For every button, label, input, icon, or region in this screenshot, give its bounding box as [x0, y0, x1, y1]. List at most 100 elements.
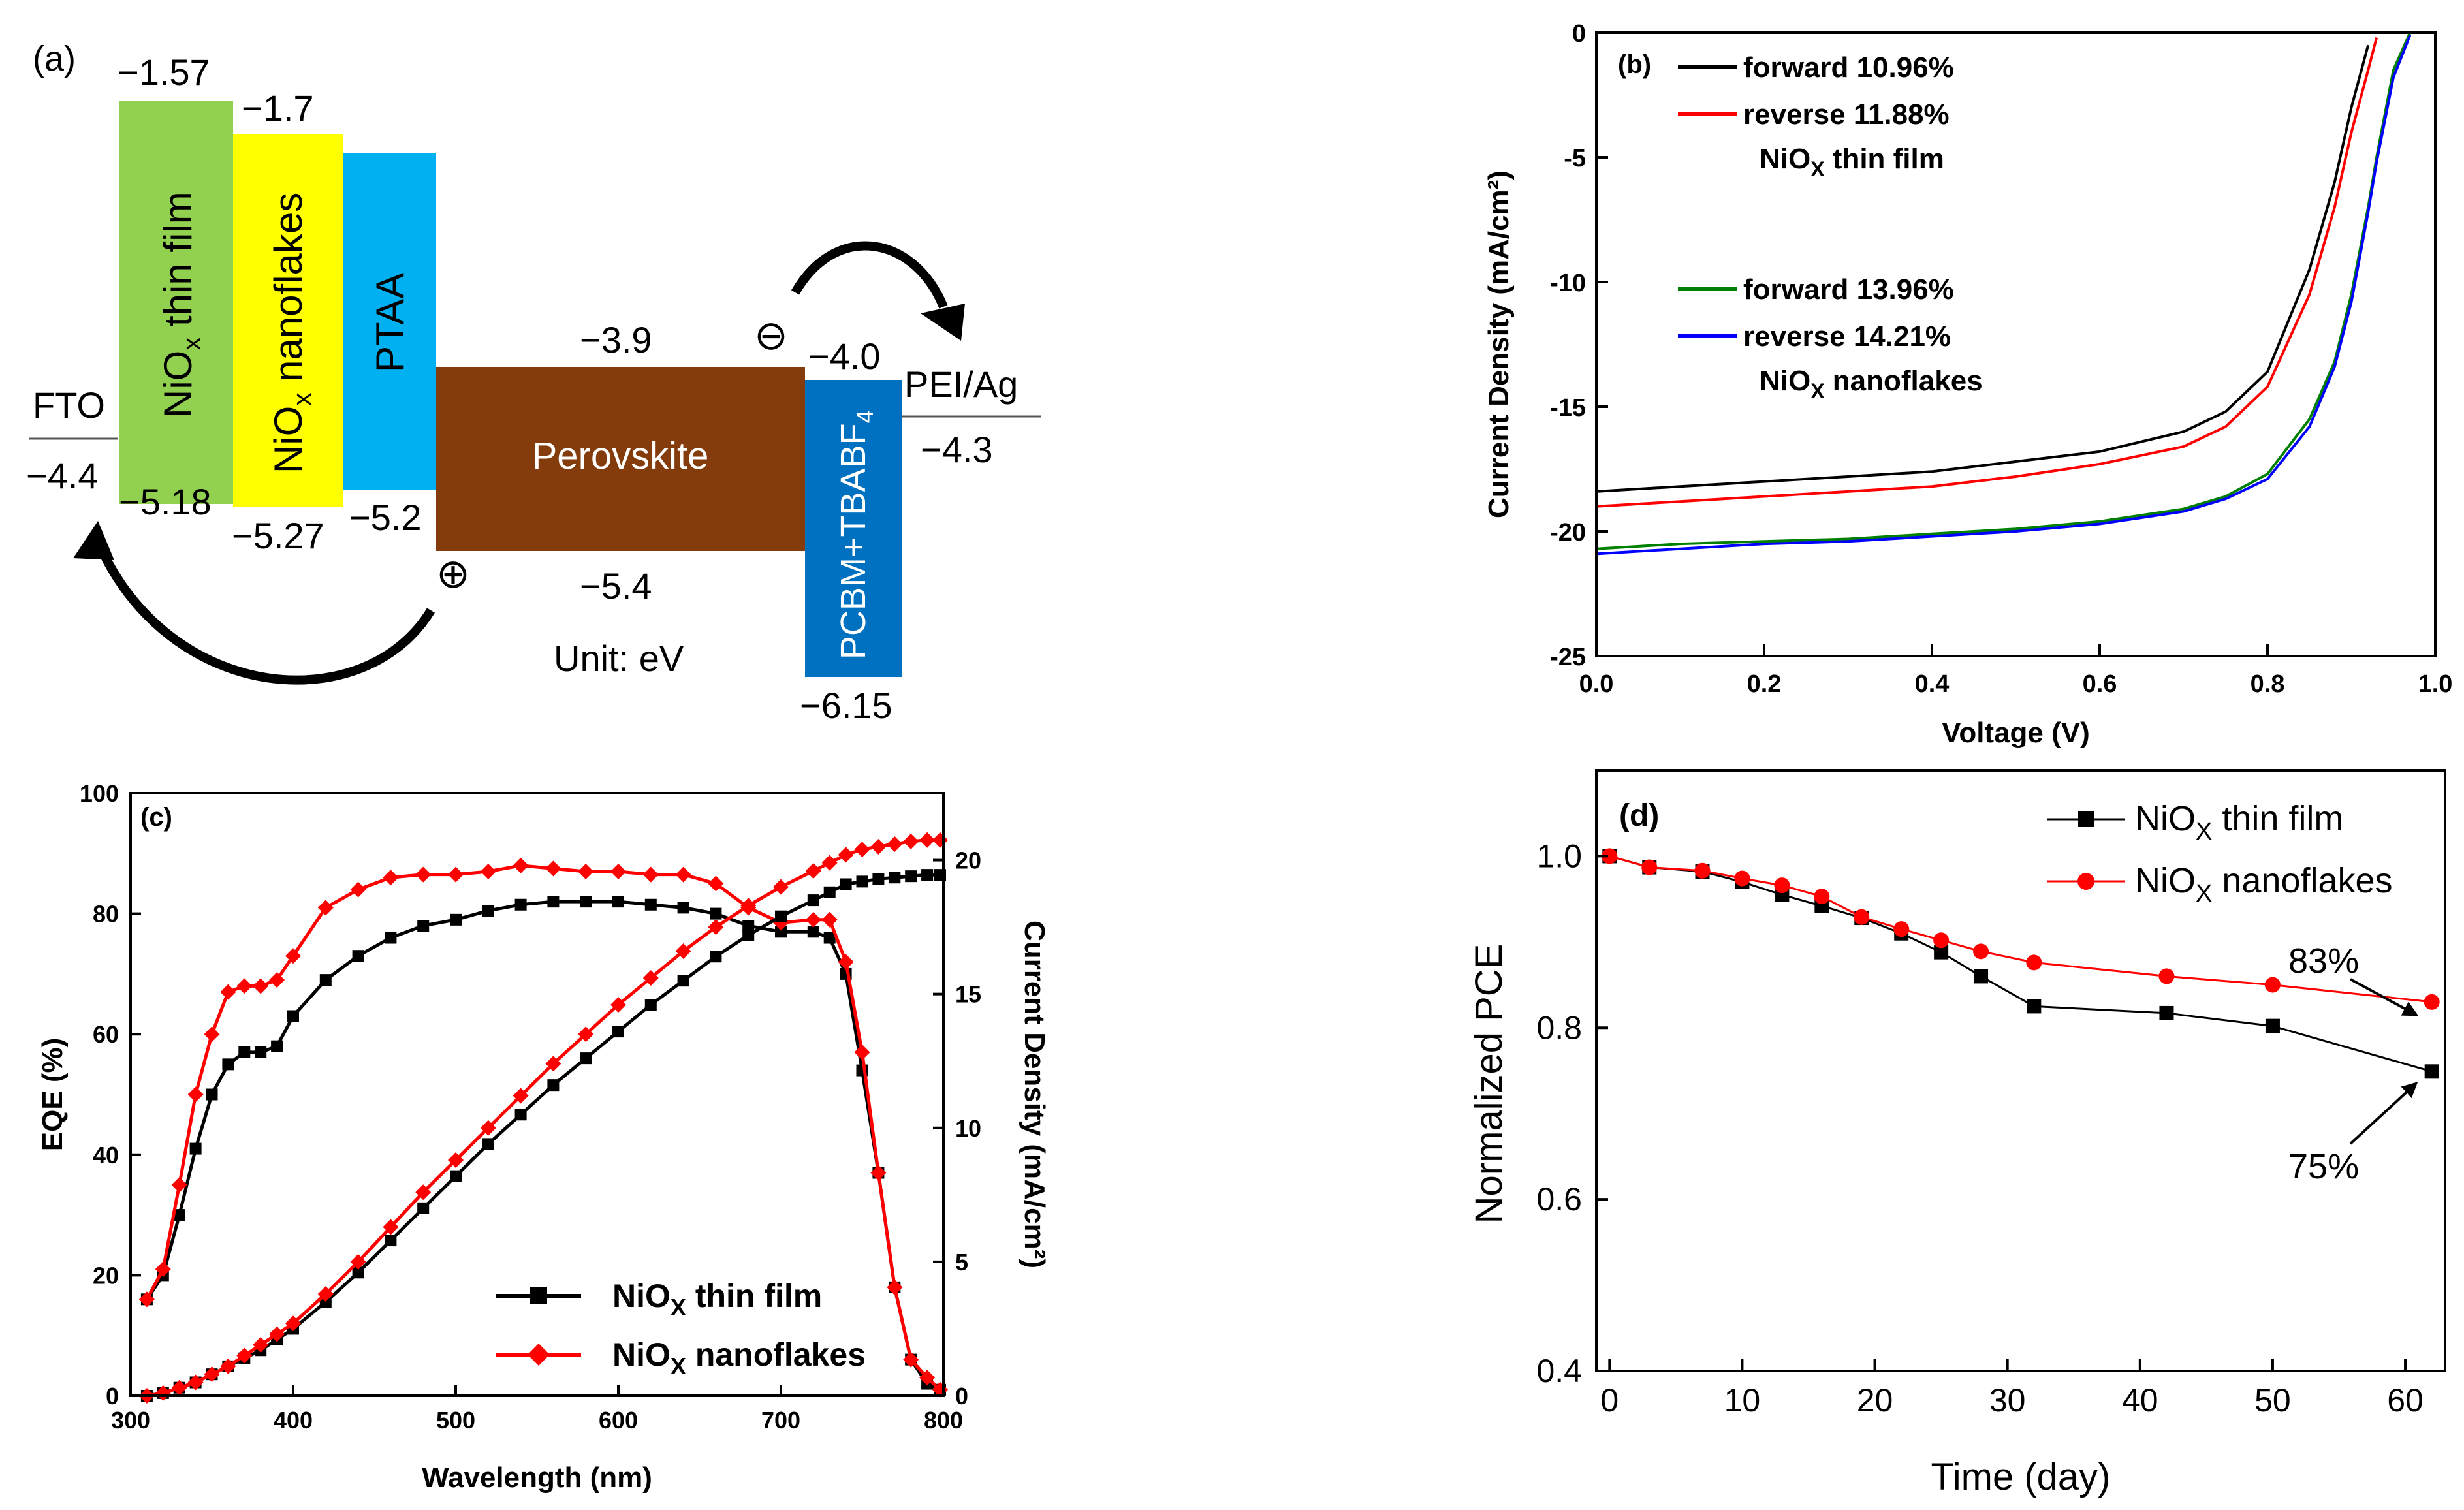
ptaa-block — [343, 153, 436, 490]
data-point — [821, 855, 838, 871]
x-tick-label: 20 — [1857, 1382, 1893, 1419]
y-axis-label: EQE (%) — [37, 1038, 69, 1152]
hole-symbol: ⊕ — [436, 552, 470, 597]
y-tick-label: 100 — [80, 780, 119, 807]
panel-d-legend: NiOX thin film NiOX nanoflakes — [2047, 799, 2393, 907]
data-point — [644, 898, 657, 911]
electron-transfer-arrow — [791, 241, 948, 309]
annotation-83: 83% — [2288, 941, 2359, 981]
plot-frame — [1595, 31, 2437, 657]
perovskite-block — [436, 367, 805, 551]
data-point — [385, 932, 397, 944]
data-point — [2265, 1018, 2280, 1033]
data-point — [255, 1046, 267, 1058]
ptaa-label: PTAA — [368, 273, 412, 372]
data-point — [903, 833, 919, 849]
data-point — [417, 1202, 430, 1214]
x-tick-label: 30 — [1989, 1382, 2026, 1419]
data-point — [675, 866, 691, 883]
data-point — [206, 1088, 218, 1101]
y-tick-label: -5 — [1564, 145, 1586, 172]
y-tick-label: -10 — [1550, 270, 1586, 297]
y-tick-label: 80 — [93, 901, 119, 928]
y-axis-label: Current Density (mA/cm²) — [1483, 170, 1515, 518]
x-tick-label: 50 — [2254, 1382, 2291, 1419]
panel-c-eqe-chart: (c) 300 400 500 600 700 800020406080100051015… — [37, 780, 1050, 1494]
legend-flakes-label: NiOX nanoflakes — [2135, 861, 2393, 907]
data-point — [710, 907, 722, 920]
data-point — [513, 857, 529, 873]
data-point — [317, 900, 334, 916]
data-point — [823, 886, 836, 898]
data-point — [155, 1261, 171, 1278]
annotation-75: 75% — [2288, 1147, 2359, 1186]
data-point — [2158, 968, 2175, 984]
x-tick-label: 0 — [1600, 1382, 1619, 1419]
data-point — [740, 898, 757, 914]
series-line-2 — [146, 873, 940, 1398]
data-point — [642, 970, 659, 986]
y2-tick-label: 15 — [955, 981, 981, 1008]
data-point — [775, 926, 787, 938]
legend-group-film-title: NiOX thin film — [1760, 143, 1944, 181]
data-point — [319, 1296, 332, 1308]
data-point — [238, 1046, 251, 1058]
data-point — [480, 863, 496, 879]
electron-symbol: ⊖ — [754, 313, 788, 358]
y2-axis-label: Current Density (mA/cm²) — [1019, 920, 1050, 1268]
data-point — [171, 1176, 187, 1193]
data-point — [854, 1044, 870, 1060]
x-axis-label: Wavelength (nm) — [422, 1462, 652, 1494]
data-point — [253, 978, 269, 994]
data-point — [383, 870, 399, 886]
data-point — [578, 863, 594, 879]
panel-b-label: (b) — [1618, 50, 1651, 79]
y2-tick-label: 20 — [955, 847, 981, 874]
data-point — [580, 1052, 592, 1065]
perovskite-bottom-level: −5.4 — [580, 565, 652, 606]
data-point — [236, 978, 253, 994]
y-tick-label: 20 — [93, 1262, 119, 1289]
data-point — [1694, 862, 1711, 879]
y-tick-label: 60 — [93, 1021, 119, 1048]
data-point — [287, 1010, 299, 1022]
perovskite-top-level: −3.9 — [580, 319, 652, 360]
data-point — [285, 1315, 301, 1332]
data-point — [171, 1379, 187, 1396]
data-point — [480, 1120, 496, 1136]
data-point — [253, 1337, 269, 1353]
data-point — [1893, 921, 1910, 937]
data-point — [775, 910, 787, 922]
data-point — [285, 948, 301, 964]
pei-level-value: −4.3 — [921, 429, 993, 470]
annotation-75-arrow — [2349, 1082, 2418, 1145]
data-point — [1774, 877, 1790, 894]
y2-tick-label: 5 — [955, 1249, 968, 1276]
data-point — [317, 1286, 334, 1302]
pei-label: PEI/Ag — [904, 364, 1018, 405]
plot-frame — [129, 792, 945, 1397]
y-tick-label: 1.0 — [1536, 838, 1582, 874]
x-tick-label: 60 — [2387, 1382, 2424, 1419]
legend-reverse-flakes: reverse 14.21% — [1743, 321, 1951, 353]
pcbm-bottom-level: −6.15 — [800, 685, 892, 726]
data-point — [448, 866, 464, 883]
data-point — [514, 1109, 527, 1121]
electron-arrowhead-icon — [921, 304, 965, 341]
data-point — [838, 847, 854, 863]
data-point — [417, 920, 430, 932]
y-tick-label: 0.6 — [1536, 1181, 1582, 1218]
x-tick-label: 0.0 — [1579, 670, 1614, 698]
y2-tick-label: 0 — [955, 1383, 968, 1409]
data-point — [807, 894, 819, 907]
niox-nanoflakes-bottom-level: −5.27 — [232, 515, 324, 556]
perovskite-label: Perovskite — [532, 435, 709, 477]
x-tick-label: 400 — [274, 1407, 313, 1434]
data-point — [138, 1291, 155, 1308]
y-tick-label: 0 — [106, 1383, 119, 1409]
data-point — [236, 1347, 253, 1364]
data-point — [742, 920, 755, 932]
data-point — [580, 896, 592, 908]
panel-c-legend: NiOX thin film NiOX nanoflakes — [496, 1278, 866, 1379]
